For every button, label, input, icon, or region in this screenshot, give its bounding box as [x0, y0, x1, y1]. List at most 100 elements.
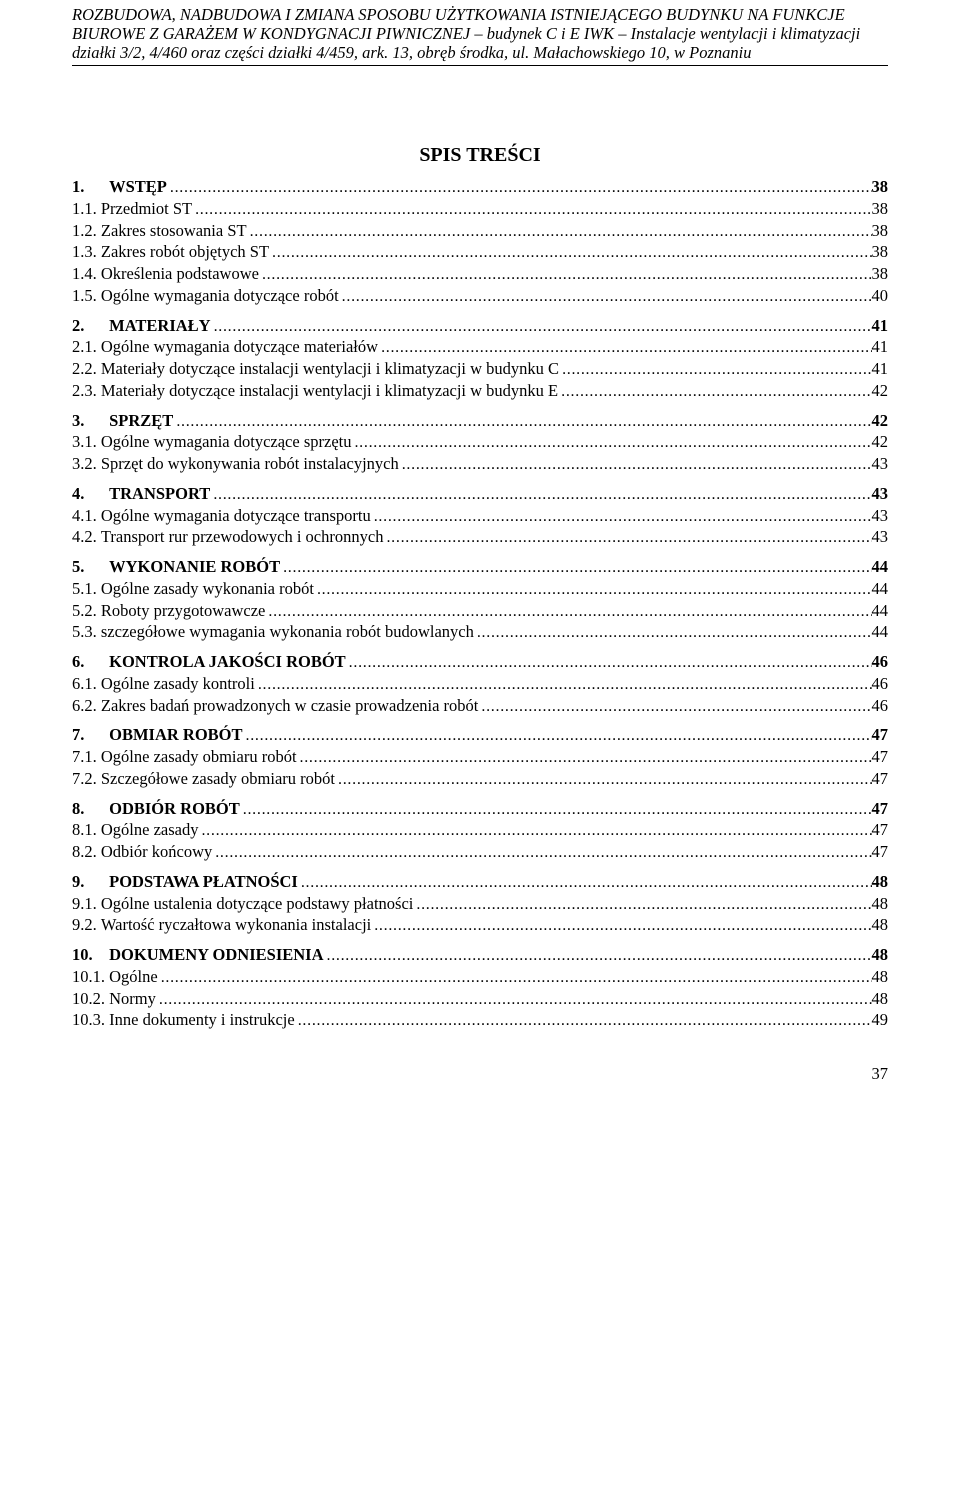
toc-entry-page: 47	[872, 799, 889, 820]
toc-entry-page: 48	[872, 894, 889, 915]
toc-entry-number: 1.2.	[72, 221, 101, 242]
toc-entry-page: 38	[872, 199, 889, 220]
toc-subentry: 9.1. Ogólne ustalenia dotyczące podstawy…	[72, 893, 888, 915]
toc-entry-label: Sprzęt do wykonywania robót instalacyjny…	[101, 454, 399, 475]
toc-entry-number: 5.	[72, 557, 109, 578]
toc-entry-page: 41	[872, 359, 889, 380]
toc-dot-leader	[559, 360, 871, 380]
toc-entry-label: Szczegółowe zasady obmiaru robót	[101, 769, 335, 790]
toc-subentry: 1.1. Przedmiot ST38	[72, 199, 888, 221]
toc-gap	[72, 717, 888, 725]
toc-entry-label: Określenia podstawowe	[101, 264, 259, 285]
toc-entry-label: Ogólne	[109, 967, 158, 988]
toc-dot-leader	[346, 653, 872, 673]
toc-entry-label: Ogólne zasady wykonania robót	[101, 579, 314, 600]
toc-entry-number: 10.1.	[72, 967, 109, 988]
toc-entry-number: 8.1.	[72, 820, 101, 841]
toc-subentry: 1.5. Ogólne wymagania dotyczące robót40	[72, 286, 888, 308]
toc-entry-number: 2.	[72, 316, 109, 337]
toc-entry-page: 47	[872, 769, 889, 790]
toc-subentry: 7.2. Szczegółowe zasady obmiaru robót47	[72, 769, 888, 791]
toc-entry-label: Ogólne wymagania dotyczące transportu	[101, 506, 371, 527]
toc-entry-label: Normy	[109, 989, 156, 1010]
toc-entry-page: 44	[872, 601, 889, 622]
toc-subentry: 3.2. Sprzęt do wykonywania robót instala…	[72, 454, 888, 476]
toc-subentry: 6.2. Zakres badań prowadzonych w czasie …	[72, 695, 888, 717]
toc-entry-number: 9.2.	[72, 915, 101, 936]
toc-subentry: 3.1. Ogólne wymagania dotyczące sprzętu4…	[72, 432, 888, 454]
toc-subentry: 8.1. Ogólne zasady47	[72, 820, 888, 842]
toc-entry-number: 8.	[72, 799, 109, 820]
toc-subentry: 2.2. Materiały dotyczące instalacji went…	[72, 359, 888, 381]
header-line-3: działki 3/2, 4/460 oraz części działki 4…	[72, 44, 888, 63]
toc-entry-number: 2.2.	[72, 359, 101, 380]
toc-entry-page: 42	[872, 432, 889, 453]
toc-heading: 4. TRANSPORT43	[72, 484, 888, 506]
toc-entry-label: Ogólne zasady kontroli	[101, 674, 255, 695]
toc-entry-number: 3.2.	[72, 454, 101, 475]
toc-entry-label: OBMIAR ROBÓT	[109, 725, 242, 746]
toc-entry-label: DOKUMENY ODNIESIENIA	[109, 945, 323, 966]
toc-entry-page: 48	[872, 915, 889, 936]
toc-entry-label: Inne dokumenty i instrukcje	[109, 1010, 295, 1031]
toc-dot-leader	[192, 200, 871, 220]
toc-subentry: 10.2. Normy48	[72, 988, 888, 1010]
toc-entry-label: WYKONANIE ROBÓT	[109, 557, 280, 578]
toc-gap	[72, 937, 888, 945]
toc-entry-page: 43	[872, 484, 889, 505]
toc-entry-page: 41	[872, 337, 889, 358]
toc-entry-page: 46	[872, 696, 889, 717]
toc-entry-number: 5.3.	[72, 622, 101, 643]
toc-entry-label: Materiały dotyczące instalacji wentylacj…	[101, 381, 558, 402]
toc-entry-number: 9.	[72, 872, 109, 893]
toc-entry-label: Zakres badań prowadzonych w czasie prowa…	[101, 696, 479, 717]
toc-subentry: 1.4. Określenia podstawowe38	[72, 264, 888, 286]
toc-dot-leader	[280, 558, 871, 578]
toc-dot-leader	[259, 265, 872, 285]
toc-entry-label: szczegółowe wymagania wykonania robót bu…	[101, 622, 474, 643]
toc-subentry: 10.1. Ogólne 48	[72, 967, 888, 989]
toc-entry-number: 1.1.	[72, 199, 101, 220]
toc-entry-page: 48	[872, 967, 889, 988]
toc-entry-label: Zakres stosowania ST	[101, 221, 247, 242]
toc-subentry: 4.2. Transport rur przewodowych i ochron…	[72, 527, 888, 549]
toc-dot-leader	[383, 528, 871, 548]
toc-gap	[72, 549, 888, 557]
toc-dot-leader	[173, 412, 871, 432]
toc-dot-leader	[324, 946, 872, 966]
toc-container: 1. WSTĘP381.1. Przedmiot ST381.2. Zakres…	[72, 177, 888, 1032]
toc-entry-page: 44	[872, 579, 889, 600]
toc-entry-number: 5.2.	[72, 601, 101, 622]
toc-entry-number: 6.	[72, 652, 109, 673]
toc-entry-number: 4.1.	[72, 506, 101, 527]
toc-entry-number: 9.1.	[72, 894, 101, 915]
toc-dot-leader	[478, 697, 871, 717]
toc-gap	[72, 644, 888, 652]
toc-heading: 7. OBMIAR ROBÓT47	[72, 725, 888, 747]
toc-entry-number: 1.4.	[72, 264, 101, 285]
toc-subentry: 2.3. Materiały dotyczące instalacji went…	[72, 381, 888, 403]
toc-entry-page: 41	[872, 316, 889, 337]
toc-entry-label: Ogólne zasady	[101, 820, 199, 841]
toc-entry-number: 1.5.	[72, 286, 101, 307]
toc-subentry: 10.3. Inne dokumenty i instrukcje49	[72, 1010, 888, 1032]
toc-subentry: 4.1. Ogólne wymagania dotyczące transpor…	[72, 505, 888, 527]
toc-dot-leader	[371, 507, 872, 527]
toc-entry-label: Zakres robót objętych ST	[101, 242, 269, 263]
toc-entry-number: 10.2.	[72, 989, 109, 1010]
toc-entry-number: 6.1.	[72, 674, 101, 695]
toc-dot-leader	[558, 382, 871, 402]
toc-dot-leader	[413, 895, 871, 915]
toc-entry-label: Transport rur przewodowych i ochronnych	[101, 527, 384, 548]
toc-heading: 1. WSTĘP38	[72, 177, 888, 199]
toc-entry-page: 48	[872, 945, 889, 966]
toc-gap	[72, 790, 888, 798]
toc-subentry: 8.2. Odbiór końcowy47	[72, 842, 888, 864]
header-line-2: BIUROWE Z GARAŻEM W KONDYGNACJI PIWNICZN…	[72, 25, 888, 44]
toc-entry-label: Roboty przygotowawcze	[101, 601, 266, 622]
toc-gap	[72, 402, 888, 410]
toc-entry-label: Ogólne zasady obmiaru robót	[101, 747, 297, 768]
toc-entry-number: 7.1.	[72, 747, 101, 768]
toc-dot-leader	[255, 675, 872, 695]
toc-heading: 3. SPRZĘT42	[72, 410, 888, 432]
